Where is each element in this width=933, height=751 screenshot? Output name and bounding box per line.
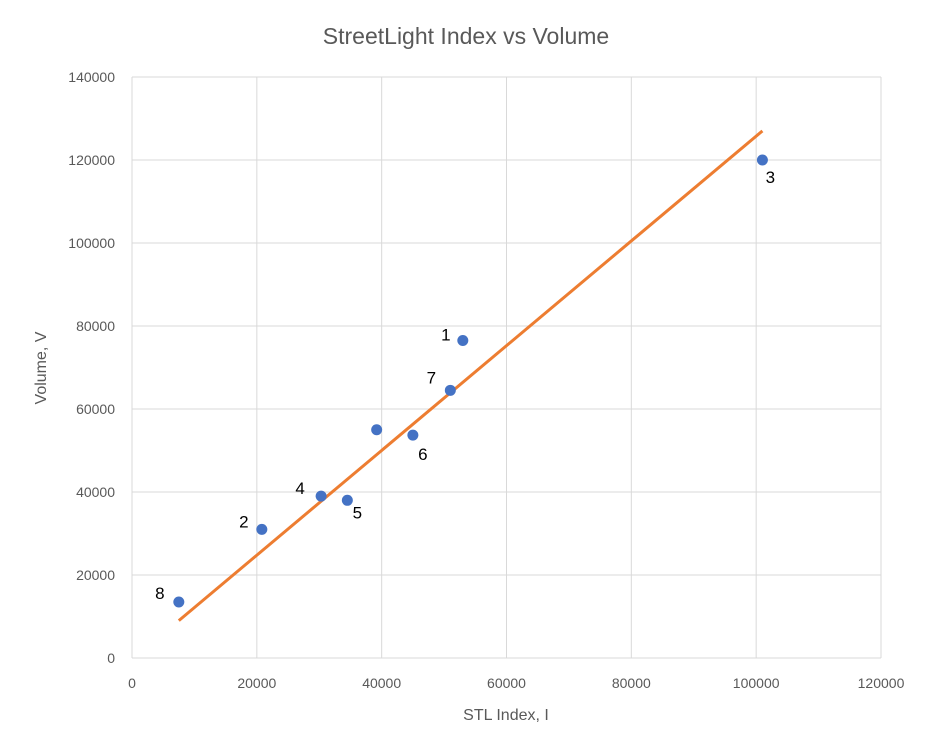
y-tick-label: 140000: [68, 69, 115, 85]
point-label: 1: [441, 326, 450, 345]
chart-title: StreetLight Index vs Volume: [323, 23, 609, 49]
y-tick-label: 120000: [68, 152, 115, 168]
point-label: 4: [295, 479, 304, 498]
point-label: 8: [155, 584, 164, 603]
point-labels: 1 2 3 4 5 6 7 8: [155, 168, 775, 603]
data-point: [371, 424, 383, 436]
data-point: [444, 384, 456, 396]
point-label: 5: [353, 503, 362, 522]
y-axis-title: Volume, V: [33, 331, 50, 404]
x-tick-label: 20000: [237, 675, 276, 691]
data-point: [341, 494, 353, 506]
y-tick-label: 100000: [68, 235, 115, 251]
x-axis-ticks: 0 20000 40000 60000 80000 100000 120000: [128, 675, 904, 691]
y-axis-ticks: 0 20000 40000 60000 80000 100000 120000 140000: [68, 69, 115, 666]
trendline: [177, 129, 764, 622]
x-tick-label: 80000: [612, 675, 651, 691]
x-axis-title: STL Index, I: [463, 707, 549, 724]
data-point: [315, 490, 327, 502]
point-label: 2: [239, 512, 248, 531]
data-point: [756, 154, 768, 166]
data-points: [173, 154, 768, 608]
y-tick-label: 60000: [76, 401, 115, 417]
x-tick-label: 40000: [362, 675, 401, 691]
x-tick-label: 60000: [487, 675, 526, 691]
y-tick-label: 20000: [76, 567, 115, 583]
y-tick-label: 0: [107, 650, 115, 666]
point-label: 3: [766, 168, 775, 187]
point-label: 6: [418, 445, 427, 464]
gridlines: [131, 76, 882, 659]
x-tick-label: 120000: [858, 675, 905, 691]
trendline-group: [177, 129, 764, 622]
y-tick-label: 80000: [76, 318, 115, 334]
data-point: [173, 596, 185, 608]
point-label: 7: [427, 368, 436, 387]
data-point: [256, 523, 268, 535]
y-tick-label: 40000: [76, 484, 115, 500]
x-tick-label: 0: [128, 675, 136, 691]
data-point: [457, 335, 469, 347]
x-tick-label: 100000: [733, 675, 780, 691]
data-point: [407, 429, 419, 441]
